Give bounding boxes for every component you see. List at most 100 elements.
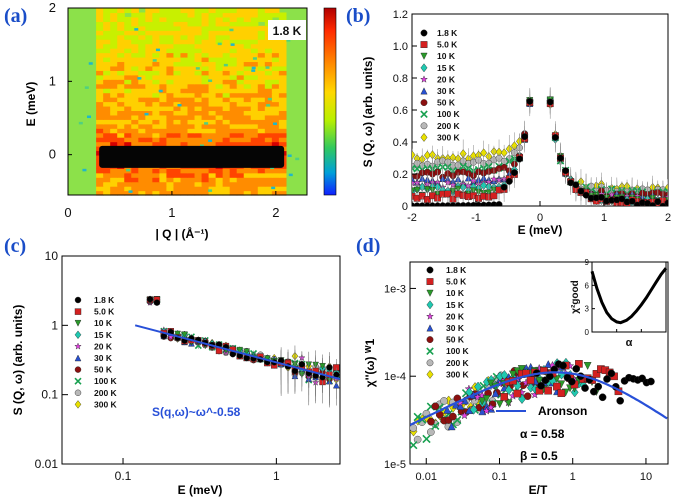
heatmap-cell — [173, 168, 182, 174]
heatmap-cell — [117, 8, 125, 14]
data-point — [486, 403, 496, 412]
heatmap-cell — [243, 172, 252, 178]
heatmap-cell — [166, 34, 175, 40]
heatmap-cell — [264, 48, 273, 54]
heatmap-cell — [110, 177, 118, 183]
heatmap-cell — [145, 186, 153, 192]
heatmap-speckle — [286, 39, 291, 42]
heatmap-cell — [159, 43, 168, 49]
legend-marker — [74, 296, 82, 304]
data-point — [469, 404, 478, 415]
heatmap-cell — [201, 8, 210, 14]
heatmap-cell — [271, 119, 280, 125]
heatmap-cell — [117, 83, 125, 89]
heatmap-cell — [187, 88, 196, 94]
heatmap-cell — [110, 79, 118, 85]
heatmap-speckle — [251, 66, 256, 70]
data-point — [412, 150, 416, 160]
data-point — [592, 370, 601, 378]
heatmap-cell — [257, 186, 266, 192]
heatmap-cell — [243, 177, 252, 183]
heatmap-cell — [180, 34, 189, 40]
heatmap-cell — [215, 168, 224, 174]
heatmap-cell — [131, 101, 139, 107]
heatmap-cell — [173, 65, 182, 71]
heatmap-cell — [250, 110, 259, 116]
heatmap-cell — [159, 21, 168, 27]
heatmap-cell — [173, 88, 182, 94]
panel-label-a: (a) — [4, 5, 27, 27]
heatmap-cell — [236, 65, 245, 71]
heatmap-cell — [201, 65, 210, 71]
data-point — [500, 370, 509, 381]
heatmap-cell — [257, 79, 266, 85]
heatmap-cell — [152, 65, 160, 71]
heatmap-cell — [257, 43, 266, 49]
heatmap-speckle — [128, 190, 133, 193]
heatmap-cell — [208, 105, 217, 112]
heatmap-cell — [187, 61, 196, 67]
heatmap-cell — [166, 25, 175, 31]
heatmap-cell — [194, 114, 203, 120]
heatmap-cell — [110, 16, 118, 22]
heatmap-cell — [222, 52, 231, 58]
heatmap-cell — [96, 114, 104, 120]
panel-c: (c) 0.1 1 0.01 0.1 1 10 1.8 K 5.0 K10 K 15 K20 … — [4, 235, 341, 497]
heatmap-cell — [222, 65, 231, 71]
heatmap-cell — [222, 79, 231, 85]
heatmap-cell — [124, 190, 132, 196]
data-point — [422, 434, 431, 444]
heatmap-cell — [201, 88, 210, 94]
heatmap-cell — [222, 177, 231, 183]
heatmap-cell — [187, 83, 196, 89]
plot-b-x-label: E (meV) — [518, 223, 563, 237]
heatmap-cell — [145, 181, 153, 187]
heatmap-cell — [208, 97, 217, 103]
heatmap-cell — [173, 12, 182, 18]
legend-label: 15 K — [94, 330, 113, 340]
heatmap-cell — [159, 65, 168, 71]
heatmap-cell — [180, 181, 189, 187]
heatmap-cell — [152, 123, 160, 129]
heatmap-cell — [264, 132, 273, 138]
data-point — [413, 186, 421, 194]
heatmap-cell — [138, 83, 146, 89]
heatmap-cell — [278, 52, 287, 58]
data-point — [460, 411, 469, 420]
heatmap-cell — [257, 30, 266, 36]
heatmap-cell — [187, 110, 196, 116]
heatmap-cell — [180, 92, 189, 98]
heatmap-cell — [194, 34, 203, 40]
heatmap-cell — [131, 83, 139, 89]
heatmap-cell — [271, 132, 280, 138]
heatmap-cell — [187, 92, 196, 98]
heatmap-cell — [257, 105, 266, 112]
legend-label: 300 K — [446, 369, 470, 379]
heatmap-cell — [173, 70, 182, 76]
data-point — [504, 384, 513, 395]
heatmap-cell — [236, 119, 245, 125]
heatmap-cell — [194, 128, 203, 134]
data-point — [447, 422, 456, 431]
heatmap-cell — [166, 61, 175, 67]
heatmap-cell — [131, 168, 139, 174]
heatmap-cell — [159, 101, 168, 107]
heatmap-cell — [250, 172, 259, 178]
heatmap-cell — [264, 12, 273, 18]
heatmap-cell — [236, 92, 245, 98]
heatmap-cell — [243, 101, 252, 107]
heatmap-cell — [264, 70, 273, 76]
heatmap-cell — [264, 16, 273, 22]
heatmap-speckle — [158, 89, 163, 93]
heatmap-cell — [222, 128, 231, 134]
heatmap-cell — [103, 168, 111, 174]
heatmap-cell — [257, 114, 266, 120]
heatmap-cell — [236, 132, 245, 138]
heatmap-cell — [173, 186, 182, 192]
heatmap-cell — [187, 119, 196, 125]
heatmap-cell — [243, 74, 252, 80]
heatmap-cell — [180, 190, 189, 196]
heatmap-cell — [103, 110, 111, 116]
heatmap-cell — [131, 30, 139, 36]
